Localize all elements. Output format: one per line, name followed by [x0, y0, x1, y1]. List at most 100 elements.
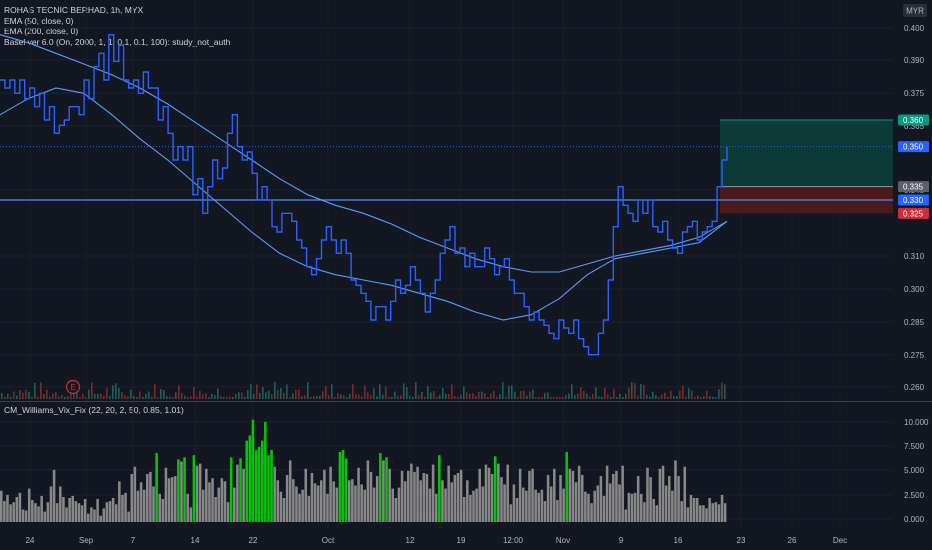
vix-fix-bar: [512, 484, 516, 522]
vix-fix-bar: [366, 460, 370, 522]
volume-bar: [40, 382, 42, 399]
ema200-legend[interactable]: EMA (200, close, 0): [4, 26, 79, 36]
vix-fix-legend[interactable]: CM_Williams_Vix_Fix (22, 20, 2, 50, 0.85…: [4, 405, 184, 415]
vix-fix-bar: [93, 509, 96, 522]
vix-fix-bar: [173, 476, 177, 522]
volume-bar: [634, 383, 636, 399]
volume-bar: [616, 396, 618, 399]
vix-fix-bar: [621, 465, 624, 522]
vix-fix-bar: [391, 488, 395, 522]
vix-fix-bar: [3, 501, 6, 522]
x-tick-label: 22: [249, 536, 258, 545]
vix-fix-bar: [344, 458, 348, 522]
volume-bar: [589, 396, 591, 399]
vix-fix-bar: [71, 495, 75, 522]
volume-bar: [208, 396, 210, 399]
price-axis[interactable]: MYR: [903, 4, 927, 17]
volume-bar: [328, 395, 330, 399]
volume-bar: [166, 396, 168, 399]
vix-fix-bar: [354, 485, 357, 522]
volume-bar: [55, 392, 57, 399]
volume-bar: [667, 396, 669, 399]
volume-bar: [508, 385, 510, 399]
volume-bar: [37, 396, 39, 399]
basel-legend[interactable]: Basel ver 6.0 (On, 2000, 1, 1, 0.1, 0.1,…: [4, 36, 231, 47]
y-tick-label: 0.310: [904, 252, 925, 261]
vix-fix-bar: [111, 498, 115, 522]
vix-fix-bar: [593, 490, 596, 522]
volume-bar: [346, 396, 348, 399]
vix-fix-bar: [310, 473, 314, 522]
volume-bar: [721, 382, 723, 399]
volume-bar: [505, 396, 507, 399]
volume-bar: [124, 395, 126, 399]
volume-bar: [442, 387, 444, 399]
volume-bar: [241, 392, 243, 399]
volume-bar: [445, 393, 447, 399]
volume-bar: [457, 396, 459, 399]
vix-fix-bar: [180, 461, 183, 522]
volume-bar: [100, 393, 102, 399]
volume-bar: [574, 394, 576, 399]
volume-bar: [10, 396, 12, 399]
indicator-y-tick-label: 10.000: [904, 418, 929, 427]
vix-fix-bar: [521, 487, 525, 522]
vix-fix-bar: [419, 480, 422, 522]
volume-bar: [349, 393, 351, 399]
vix-fix-bar: [497, 463, 500, 522]
currency-badge[interactable]: MYR: [906, 7, 924, 16]
vix-fix-bar: [658, 468, 662, 522]
volume-bar: [211, 393, 213, 399]
volume-bar: [268, 390, 270, 399]
volume-bar: [301, 396, 303, 399]
vix-fix-bar: [198, 463, 202, 522]
volume-bar: [550, 396, 552, 399]
vix-fix-bar: [702, 505, 705, 522]
volume-bar: [709, 395, 711, 399]
vix-fix-bar: [562, 488, 565, 522]
volume-bar: [370, 395, 372, 399]
vix-fix-bar: [385, 457, 388, 522]
horizontal-levels[interactable]: [0, 146, 893, 201]
vix-fix-bar: [43, 511, 47, 522]
volume-bar: [376, 396, 378, 399]
vix-fix-bar: [478, 468, 481, 522]
vix-fix-bar: [34, 503, 37, 522]
vix-fix-bar: [543, 501, 547, 522]
volume-bar: [562, 396, 564, 399]
x-tick-label: Oct: [322, 536, 335, 545]
vix-fix-bar: [397, 487, 401, 522]
volume-bar: [277, 390, 279, 399]
volume-bar: [547, 392, 549, 399]
volume-bar: [232, 396, 234, 399]
x-tick-label: 9: [619, 536, 624, 545]
volume-bar: [130, 389, 132, 399]
volume-bar: [223, 396, 225, 399]
vix-fix-bar: [640, 493, 643, 522]
price-tag-bg: [898, 194, 929, 206]
volume-bar: [358, 394, 360, 399]
volume-bar: [229, 396, 231, 399]
vix-fix-bar: [456, 473, 460, 522]
vix-fix-bar: [37, 506, 40, 522]
volume-bar: [295, 390, 297, 399]
volume-bar: [76, 387, 78, 399]
vix-fix-bar: [229, 457, 233, 522]
x-tick-label: 26: [788, 536, 797, 545]
volume-bar: [256, 384, 258, 399]
volume-bar: [88, 389, 90, 399]
x-tick-label: 23: [737, 536, 746, 545]
ema50-legend[interactable]: EMA (50, close, 0): [4, 15, 74, 26]
vix-fix-bar: [189, 507, 193, 522]
volume-bar: [199, 390, 201, 399]
volume-bar: [133, 395, 135, 399]
vix-fix-bar: [674, 460, 677, 522]
y-tick-label: 0.300: [904, 285, 925, 294]
symbol-legend[interactable]: ROHAS TECNIC BERHAD, 1h, MYX: [4, 5, 144, 15]
earnings-marker[interactable]: E: [65, 379, 81, 395]
vix-fix-bar: [205, 468, 208, 522]
vix-fix-bar: [382, 460, 385, 522]
volume-bar: [67, 396, 69, 399]
indicator-y-tick-label: 5.000: [904, 466, 925, 475]
